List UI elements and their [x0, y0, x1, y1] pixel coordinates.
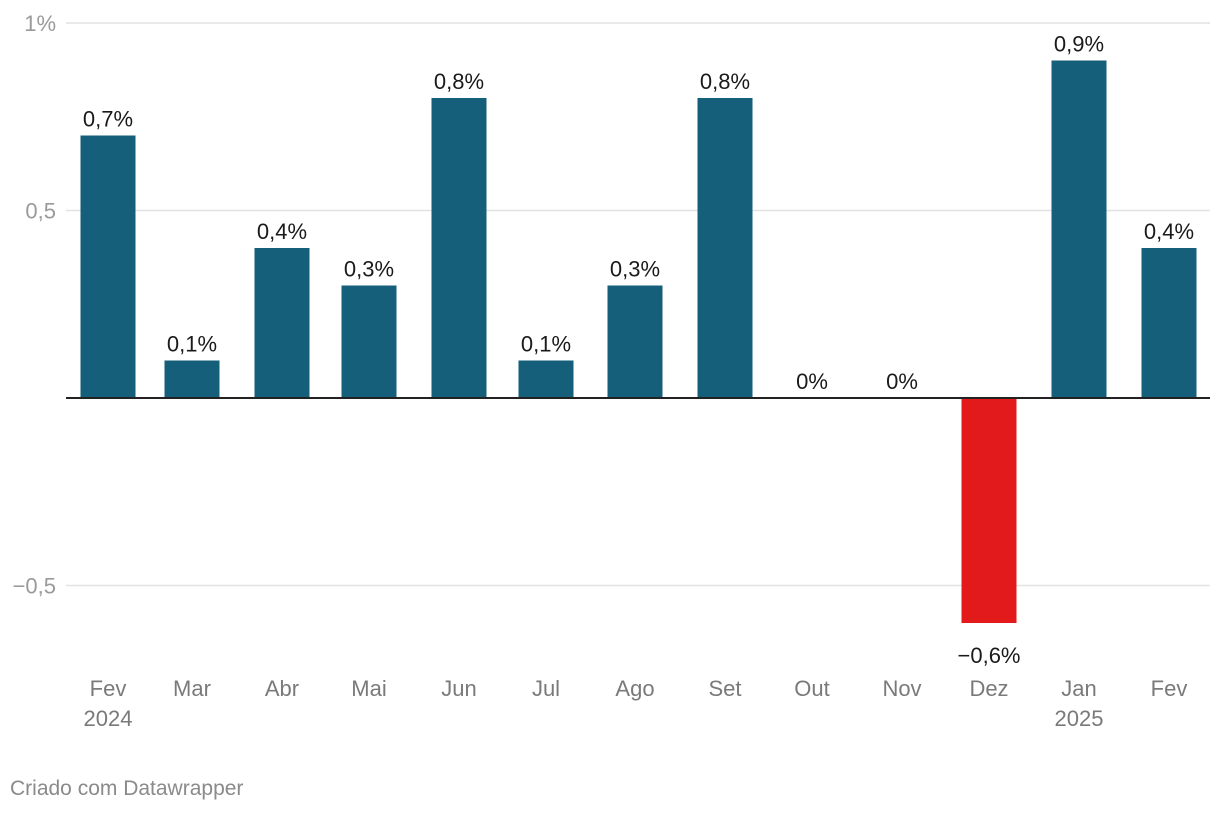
- bar-value-label: 0,3%: [610, 257, 660, 282]
- bar-value-label: 0,1%: [521, 332, 571, 357]
- y-tick-label: 0,5: [25, 199, 56, 224]
- bar-value-label: 0,3%: [344, 257, 394, 282]
- bar: [254, 248, 310, 398]
- x-tick-year-label: 2024: [84, 706, 133, 731]
- bar: [431, 98, 487, 398]
- bar: [341, 285, 397, 398]
- bar-value-label: 0%: [796, 369, 828, 394]
- x-tick-label: Out: [794, 676, 829, 701]
- x-tick-label: Nov: [882, 676, 921, 701]
- bar-value-label: 0,9%: [1054, 32, 1104, 57]
- x-tick-label: Mai: [351, 676, 386, 701]
- bar-value-label: 0,7%: [83, 107, 133, 132]
- bar: [961, 398, 1017, 623]
- x-tick-label: Abr: [265, 676, 299, 701]
- bar: [80, 135, 136, 398]
- bar-value-label: 0,8%: [700, 69, 750, 94]
- bar: [164, 360, 220, 398]
- bar-value-label: −0,6%: [958, 643, 1021, 668]
- bar: [1141, 248, 1197, 398]
- bar-chart: 1% 0,5 −0,5 0,7% 0,1% 0,4% 0,3% 0,8% 0,1% 0,3% 0,8…: [13, 11, 1210, 731]
- x-tick-label: Mar: [173, 676, 211, 701]
- x-tick-label: Jan: [1061, 676, 1096, 701]
- x-tick-year-label: 2025: [1055, 706, 1104, 731]
- datawrapper-credit[interactable]: Criado com Datawrapper: [10, 777, 244, 800]
- bar-value-label: 0,4%: [1144, 219, 1194, 244]
- bar: [607, 285, 663, 398]
- x-tick-label: Fev: [90, 676, 127, 701]
- x-tick-label: Fev: [1151, 676, 1188, 701]
- x-tick-label: Dez: [969, 676, 1008, 701]
- x-tick-label: Set: [708, 676, 741, 701]
- bar-value-label: 0,1%: [167, 332, 217, 357]
- bar-value-label: 0,4%: [257, 219, 307, 244]
- bar: [697, 98, 753, 398]
- bar-value-label: 0,8%: [434, 69, 484, 94]
- x-tick-label: Jun: [441, 676, 476, 701]
- y-tick-label: −0,5: [13, 574, 56, 599]
- bar: [518, 360, 574, 398]
- x-tick-label: Ago: [615, 676, 654, 701]
- bar: [1051, 60, 1107, 398]
- y-tick-label: 1%: [24, 11, 56, 36]
- x-tick-label: Jul: [532, 676, 560, 701]
- bar-value-label: 0%: [886, 369, 918, 394]
